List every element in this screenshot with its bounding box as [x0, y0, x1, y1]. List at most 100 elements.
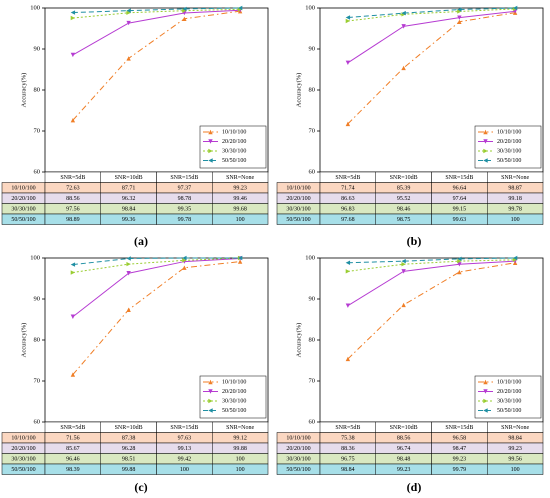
table-cell-text-b: 97.68: [341, 217, 355, 223]
series-line-a-4: [72, 7, 241, 14]
data-point-a-1: [126, 56, 131, 61]
series-line-c-4: [72, 257, 241, 266]
table-cell-text-a: 30/30/100: [11, 207, 35, 213]
data-point-c-1: [182, 265, 187, 270]
table-cell-text-d: 99.23: [508, 446, 522, 452]
series-line-c-3: [72, 257, 241, 274]
series-c-2: [70, 256, 243, 319]
data-point-c-4: [182, 255, 187, 261]
data-point-c-4: [126, 256, 131, 261]
data-point-c-2: [126, 271, 131, 276]
data-point-a-2: [126, 20, 131, 26]
table-header-c: SNR=None: [226, 425, 254, 431]
y-tick-label-d: 70: [309, 377, 316, 384]
chart-d-svg: 60 70 80 90 100 Accuracy(%) 10/10/100 20/20/100…: [276, 254, 544, 475]
series-line-a-2: [72, 9, 241, 56]
data-point-c-2: [70, 314, 76, 319]
data-point-b-1: [457, 19, 462, 24]
data-point-d-4: [345, 260, 351, 265]
series-b-1: [345, 10, 518, 127]
legend-marker-d-2: [483, 389, 488, 394]
y-tick-label-b: 60: [309, 168, 316, 175]
series-d-1: [345, 260, 518, 362]
data-point-d-1: [345, 356, 351, 362]
table-header-b: SNR=15dB: [445, 175, 473, 181]
chart-b-svg: 60 70 80 90 100 Accuracy(%) 10/10/100 20/20/100…: [276, 4, 544, 225]
data-point-a-3: [182, 8, 187, 13]
table-cell-text-d: 98.84: [341, 467, 355, 473]
table-cell-text-c: 97.63: [178, 436, 192, 442]
data-point-c-3: [182, 258, 187, 263]
data-point-b-3: [457, 9, 462, 14]
y-axis-label-c: Accuracy(%): [20, 323, 27, 358]
table-cell-text-c: 50/50/100: [11, 467, 35, 473]
data-point-d-3: [401, 262, 406, 267]
table-cell-text-c: 96.28: [122, 446, 136, 452]
series-c-1: [70, 259, 243, 377]
table-cell-text-b: 10/10/100: [286, 186, 310, 192]
data-point-c-1: [237, 259, 243, 264]
table-cell-text-d: 98.47: [453, 446, 467, 452]
legend-marker-c-1: [208, 379, 213, 385]
y-axis-label-a: Accuracy(%): [20, 73, 27, 108]
legend-marker-b-3: [483, 148, 488, 154]
table-header-d: SNR=5dB: [335, 425, 360, 431]
y-axis-label-b: Accuracy(%): [295, 73, 302, 108]
y-tick-label-b: 100: [305, 4, 315, 11]
legend-marker-a-2: [208, 139, 213, 144]
y-tick-label-c: 70: [34, 377, 41, 384]
table-cell-text-c: 99.13: [178, 446, 192, 452]
table-cell-text-b: 86.63: [341, 196, 355, 202]
y-axis-label-d: Accuracy(%): [295, 323, 302, 358]
data-point-b-2: [345, 60, 351, 66]
table-cell-text-a: 98.89: [66, 217, 80, 223]
legend-label-a-1: 10/10/100: [222, 129, 246, 135]
series-line-b-1: [347, 12, 516, 125]
table-cell-text-c: 99.88: [233, 446, 247, 452]
data-point-b-1: [401, 65, 406, 71]
y-tick-label-b: 80: [309, 86, 316, 93]
data-table-c: SNR=5dB SNR=10dB SNR=15dB SNR=None 10/10/100…: [1, 421, 269, 475]
table-cell-text-b: 99.18: [508, 196, 522, 202]
series-d-3: [345, 257, 518, 274]
table-cell-text-c: 100: [236, 467, 245, 473]
y-tick-label-a: 80: [34, 86, 41, 93]
series-line-d-1: [347, 262, 516, 360]
caption-c: (c): [134, 480, 148, 494]
table-cell-text-c: 99.42: [178, 457, 192, 463]
y-tick-label-c: 90: [34, 295, 41, 302]
legend-label-d-3: 30/30/100: [497, 398, 521, 404]
panel-d: 60 70 80 90 100 Accuracy(%) 10/10/100 20/20/100…: [275, 250, 550, 475]
data-point-a-1: [70, 118, 76, 123]
data-point-d-2: [401, 269, 406, 274]
data-point-d-4: [512, 255, 518, 261]
data-point-d-2: [457, 262, 462, 267]
table-cell-text-b: 99.15: [453, 207, 467, 213]
table-cell-text-c: 71.56: [66, 436, 80, 442]
data-point-d-4: [401, 258, 406, 264]
data-table-a: SNR=5dB SNR=10dB SNR=15dB SNR=None 10/10/100…: [1, 171, 269, 225]
table-cell-text-a: 72.63: [66, 186, 80, 192]
table-cell-text-a: 96.32: [122, 196, 136, 202]
table-cell-text-d: 99.79: [453, 467, 467, 473]
y-tick-label-a: 70: [34, 127, 41, 134]
y-tick-label-c: 100: [30, 254, 40, 261]
data-point-b-4: [401, 10, 406, 16]
table-cell-text-c: 99.12: [233, 436, 247, 442]
table-cell-text-d: 98.84: [508, 436, 522, 442]
table-cell-text-d: 99.23: [397, 467, 411, 473]
data-point-b-1: [345, 121, 351, 127]
data-point-c-1: [70, 372, 76, 377]
panel-a: 60 70 80 90 100 Accuracy(%) 10/10/100 20/20/100…: [0, 0, 275, 225]
data-point-b-4: [512, 5, 518, 11]
series-c-4: [70, 255, 243, 267]
legend-label-b-2: 20/20/100: [497, 139, 521, 145]
series-b-4: [345, 5, 518, 20]
table-cell-text-a: 10/10/100: [11, 186, 35, 192]
table-cell-text-a: 99.68: [233, 207, 247, 213]
table-cell-text-d: 30/30/100: [286, 457, 310, 463]
series-line-d-2: [347, 260, 516, 307]
table-cell-text-a: 50/50/100: [11, 217, 35, 223]
table-cell-text-c: 87.38: [122, 436, 136, 442]
data-point-c-4: [237, 255, 243, 261]
